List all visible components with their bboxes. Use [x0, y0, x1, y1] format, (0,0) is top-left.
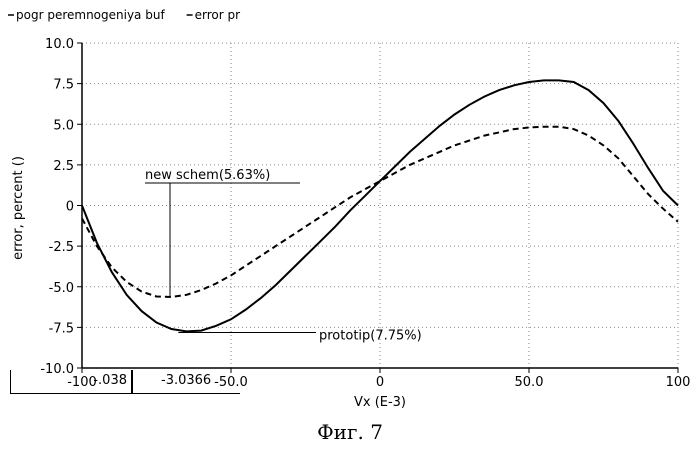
cursor-x-readout: -.038 — [10, 370, 132, 394]
y-tick-label: 0 — [66, 200, 74, 215]
y-tick-label: -7.5 — [49, 321, 74, 336]
cursor-y-readout: -3.0366 — [132, 370, 240, 394]
grid — [82, 43, 678, 368]
annotation-prototip: prototip(7.75%) — [319, 328, 422, 343]
y-axis-label: error, percent () — [11, 156, 26, 260]
y-tick-label: 7.5 — [53, 78, 74, 93]
y-tick-label: 10.0 — [45, 37, 74, 52]
axes — [77, 43, 678, 373]
legend-label: error pr — [195, 8, 240, 22]
x-axis-label: Vx (E-3) — [354, 395, 406, 410]
y-tick-label: 2.5 — [53, 159, 74, 174]
annotation-new-schem: new schem(5.63%) — [145, 168, 270, 183]
y-tick-label: -2.5 — [49, 240, 74, 255]
x-tick-label: 100 — [666, 375, 691, 390]
series-line-1 — [82, 80, 678, 331]
series-group — [82, 80, 678, 331]
figure-caption: Фиг. 7 — [0, 420, 700, 444]
line-chart: pogr peremnogeniya buf error pr 10.0 7.5 5.… — [0, 0, 700, 415]
y-tick-label: -5.0 — [49, 281, 74, 296]
y-tick-label: 5.0 — [53, 118, 74, 133]
legend: pogr peremnogeniya buf error pr — [8, 8, 240, 22]
x-tick-label: 0 — [376, 375, 384, 390]
legend-label: pogr peremnogeniya buf — [16, 8, 165, 22]
x-tick-label: 50.0 — [515, 375, 544, 390]
